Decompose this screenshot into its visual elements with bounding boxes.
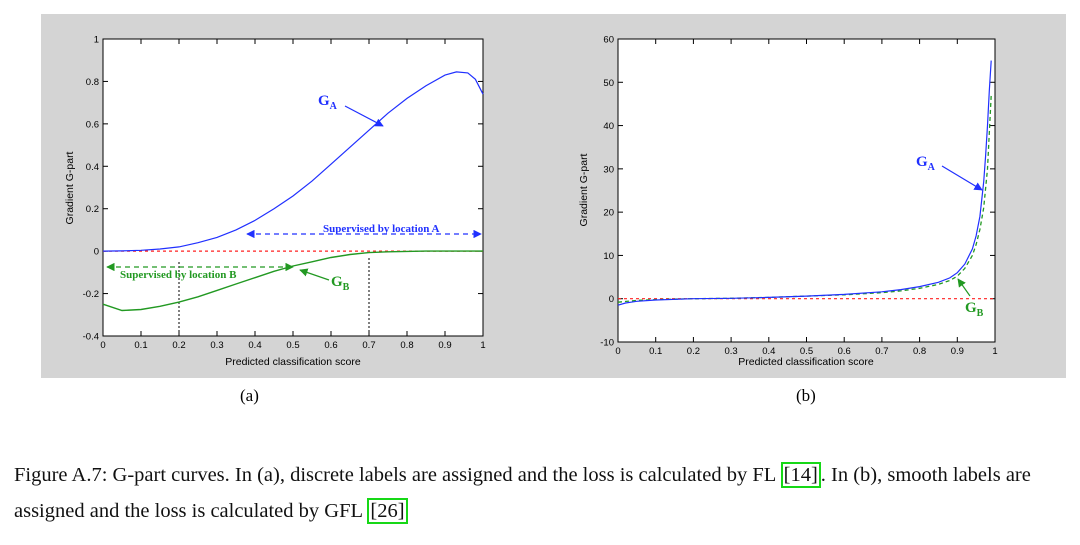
chart-b-panel: -10 0 10 20 30 40 50 60 0 0.1 0.2 0.3 0.4 0.5 0.6 0.7 0… [552,14,1066,378]
x-tick-label: 0.1 [649,346,662,357]
y-axis-label: Gradient G-part [578,153,590,226]
x-tick-label: 0.3 [210,340,223,351]
y-tick-label: 0.4 [86,162,99,173]
x-ticks: 0 0.1 0.2 0.3 0.4 0.5 0.6 0.7 0.8 0.9 1 [100,39,486,351]
y-tick-label: 0 [609,294,614,305]
x-tick-label: 0 [100,340,105,351]
caption-text-2: . In (b), smooth labels are assigned and… [14,464,1031,522]
ga-label: GA [318,93,338,112]
x-tick-label: 1 [992,346,997,357]
y-tick-label: 0 [94,247,99,258]
y-ticks: -10 0 10 20 30 40 50 60 [600,35,995,349]
x-tick-label: 0.7 [362,340,375,351]
panel-a-label: (a) [240,386,259,405]
plot-area [617,38,996,343]
x-tick-label: 0.4 [248,340,261,351]
plot-area [102,38,484,337]
y-tick-label: 1 [94,35,99,46]
x-tick-label: 0 [615,346,620,357]
y-tick-label: 30 [603,164,614,175]
x-tick-label: 0.9 [951,346,964,357]
caption-text-1: Figure A.7: G-part curves. In (a), discr… [14,464,781,486]
y-tick-label: 40 [603,121,614,132]
ga-label: GA [916,154,936,173]
series-ga-line [102,71,484,252]
y-tick-label: 50 [603,78,614,89]
supervised-b-label: Supervised by location B [120,269,237,281]
ga-arrow [941,165,983,191]
x-axis-label: Predicted classification score [225,356,361,368]
gb-label: GB [331,274,350,293]
x-tick-label: 0.1 [134,340,147,351]
x-tick-label: 0.4 [762,346,775,357]
citation-link-14[interactable]: [14] [780,462,821,488]
y-tick-label: 20 [603,208,614,219]
y-tick-label: -10 [600,338,614,349]
y-tick-label: 0.8 [86,77,99,88]
y-axis-label: Gradient G-part [64,151,76,224]
x-tick-label: 0.7 [875,346,888,357]
chart-a-panel: -0.4 -0.2 0 0.2 0.4 0.6 0.8 1 0 0.1 0.2 0.3 0.4 0.5 0… [41,14,555,378]
series-ga-line [617,60,992,306]
figure-caption: Figure A.7: G-part curves. In (a), discr… [14,457,1074,529]
series-gb-line [617,95,992,303]
x-tick-label: 0.2 [172,340,185,351]
x-tick-label: 0.6 [324,340,337,351]
x-axis-label: Predicted classification score [738,356,874,368]
x-tick-label: 0.3 [724,346,737,357]
x-tick-label: 0.5 [286,340,299,351]
y-tick-label: 0.2 [86,204,99,215]
x-tick-label: 0.9 [438,340,451,351]
supervised-a-label: Supervised by location A [323,223,439,235]
x-tick-label: 0.8 [400,340,413,351]
y-tick-label: 60 [603,35,614,46]
x-tick-label: 1 [480,340,485,351]
y-tick-label: 10 [603,251,614,262]
x-tick-label: 0.6 [838,346,851,357]
y-tick-label: 0.6 [86,119,99,130]
ga-arrow [344,105,384,127]
gb-label: GB [965,300,984,319]
x-tick-label: 0.5 [800,346,813,357]
x-ticks: 0 0.1 0.2 0.3 0.4 0.5 0.6 0.7 0.8 0.9 1 [615,39,998,357]
gb-arrow [957,278,971,297]
y-tick-label: -0.4 [83,332,99,343]
panel-b-label: (b) [796,386,816,405]
y-tick-label: -0.2 [83,289,99,300]
gb-arrow [299,268,330,281]
chart-a: -0.4-0.200.20.40.60.81 0 0.1 0.2 0.3 0.4 0.5 0… [64,35,486,369]
x-tick-label: 0.2 [687,346,700,357]
citation-link-26[interactable]: [26] [367,498,408,524]
x-tick-label: 0.8 [913,346,926,357]
